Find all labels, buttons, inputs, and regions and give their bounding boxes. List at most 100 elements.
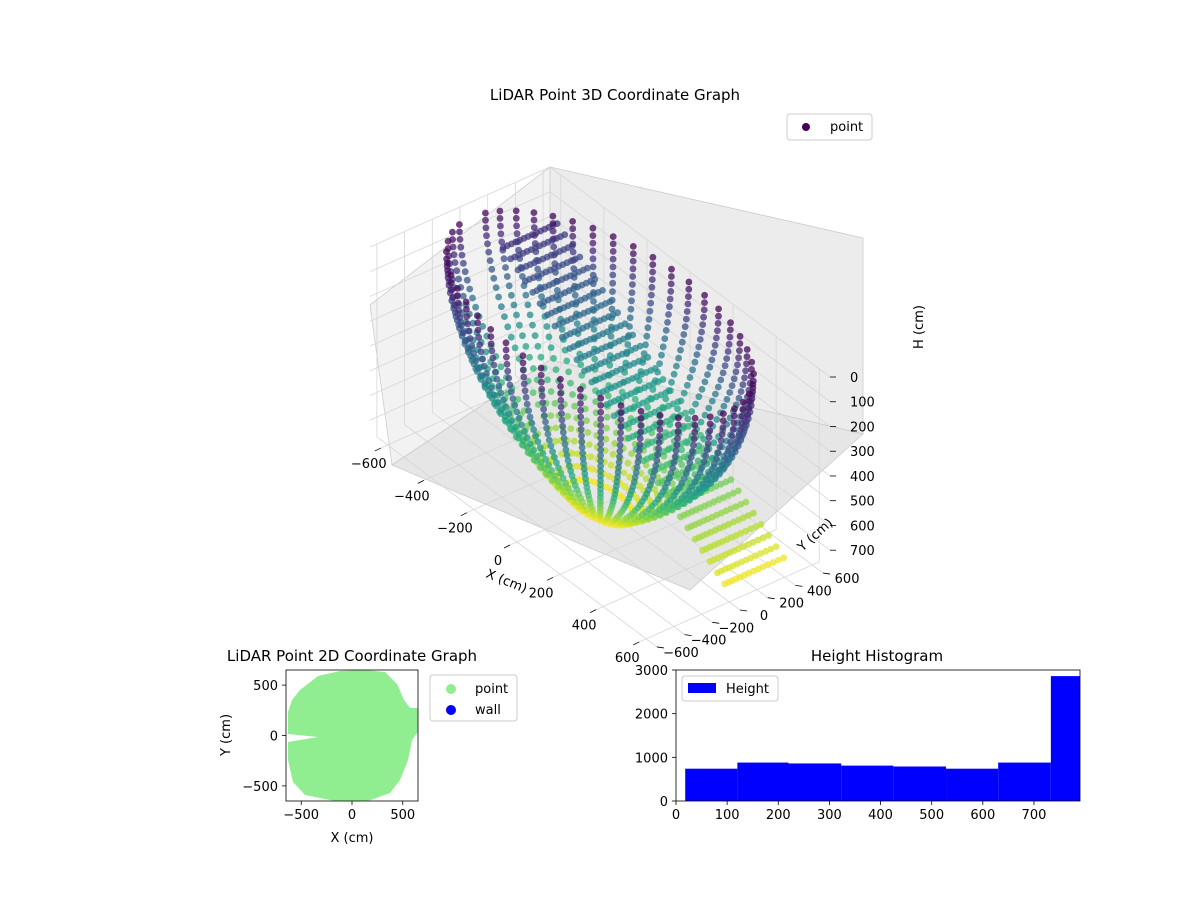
point-3d bbox=[720, 410, 727, 417]
point-3d bbox=[739, 381, 747, 389]
point-3d bbox=[525, 407, 532, 414]
point-3d bbox=[468, 342, 476, 350]
point-3d bbox=[654, 479, 662, 487]
z-tick-label: 200 bbox=[850, 420, 875, 435]
point-3d bbox=[559, 428, 567, 436]
point-3d bbox=[680, 422, 687, 430]
point-3d bbox=[642, 475, 650, 483]
point-3d bbox=[488, 347, 496, 355]
point-3d bbox=[682, 315, 690, 323]
point-3d bbox=[526, 353, 533, 361]
point-3d bbox=[721, 362, 729, 370]
grid-line-z bbox=[369, 166, 831, 378]
point-3d bbox=[724, 348, 732, 355]
point-3d bbox=[521, 277, 529, 285]
point-3d bbox=[714, 449, 722, 457]
point-3d bbox=[526, 311, 534, 319]
point-3d bbox=[513, 408, 521, 416]
point-3d bbox=[504, 323, 512, 331]
point-3d bbox=[487, 333, 495, 340]
point-3d bbox=[566, 345, 574, 352]
point-3d bbox=[729, 450, 736, 457]
point-3d bbox=[609, 240, 617, 248]
plot-2d-axes: −500 0 500 −500 0 500 bbox=[242, 679, 415, 823]
point-3d bbox=[513, 222, 520, 230]
point-3d bbox=[664, 319, 671, 326]
point-3d bbox=[480, 362, 488, 370]
point-3d bbox=[696, 468, 704, 476]
point-3d bbox=[497, 363, 505, 371]
point-3d bbox=[705, 434, 713, 441]
x-tick-label: −600 bbox=[351, 457, 387, 472]
point-3d bbox=[519, 366, 527, 374]
point-3d bbox=[567, 379, 574, 387]
x-tick-mark bbox=[546, 576, 554, 581]
point-3d bbox=[603, 424, 610, 432]
point-3d bbox=[545, 333, 553, 341]
point-3d bbox=[444, 266, 451, 274]
point-3d bbox=[678, 446, 686, 454]
point-3d bbox=[667, 280, 675, 288]
point-3d bbox=[518, 421, 525, 429]
point-3d bbox=[463, 276, 471, 284]
grid-line-x bbox=[423, 207, 605, 481]
point-3d bbox=[475, 333, 483, 341]
point-3d bbox=[648, 283, 656, 291]
y-tick-mark bbox=[795, 584, 803, 587]
point-3d bbox=[580, 460, 587, 468]
point-3d bbox=[719, 369, 727, 377]
point-3d bbox=[558, 410, 565, 417]
point-3d bbox=[537, 371, 545, 379]
point-3d bbox=[669, 464, 676, 472]
point-3d bbox=[674, 428, 682, 436]
point-3d bbox=[730, 375, 738, 383]
point-3d bbox=[589, 263, 597, 271]
point-3d bbox=[482, 209, 489, 217]
point-3d bbox=[448, 286, 456, 294]
histogram-bar bbox=[893, 766, 947, 801]
point-3d bbox=[769, 559, 777, 566]
point-3d bbox=[680, 389, 688, 397]
point-3d bbox=[636, 435, 644, 442]
point-3d bbox=[712, 471, 720, 479]
point-3d bbox=[701, 411, 709, 419]
point-3d bbox=[713, 416, 721, 423]
point-3d bbox=[611, 440, 619, 447]
point-3d bbox=[714, 320, 722, 327]
point-3d bbox=[677, 513, 684, 521]
point-3d bbox=[495, 382, 503, 390]
point-3d bbox=[497, 222, 504, 230]
point-3d bbox=[502, 339, 510, 347]
point-3d bbox=[631, 395, 639, 403]
point-3d bbox=[542, 418, 549, 426]
plot-2d-legend-marker-wall bbox=[446, 705, 456, 715]
point-3d bbox=[715, 466, 723, 474]
point-3d bbox=[655, 445, 662, 452]
point-3d bbox=[698, 328, 705, 336]
point-3d bbox=[772, 543, 780, 550]
plot-3d-points bbox=[443, 207, 787, 588]
point-3d bbox=[697, 418, 705, 426]
point-3d bbox=[587, 453, 595, 461]
point-3d bbox=[701, 378, 709, 386]
point-3d bbox=[516, 321, 523, 329]
point-3d bbox=[765, 532, 772, 539]
point-3d bbox=[458, 251, 466, 259]
plot-2d-legend-label-wall: wall bbox=[475, 703, 501, 718]
point-3d bbox=[728, 382, 736, 390]
point-3d bbox=[604, 392, 612, 400]
point-3d bbox=[706, 558, 714, 565]
point-3d bbox=[723, 355, 731, 362]
point-3d bbox=[742, 498, 750, 506]
point-3d bbox=[698, 463, 706, 471]
point-3d bbox=[519, 359, 527, 367]
point-3d bbox=[564, 412, 571, 420]
x-tick-label: 100 bbox=[715, 808, 740, 823]
point-3d bbox=[741, 374, 748, 382]
point-3d bbox=[447, 272, 455, 279]
point-3d bbox=[529, 389, 537, 397]
point-3d bbox=[615, 458, 623, 466]
point-3d bbox=[597, 428, 605, 436]
point-3d bbox=[644, 324, 652, 332]
point-3d bbox=[628, 450, 635, 457]
